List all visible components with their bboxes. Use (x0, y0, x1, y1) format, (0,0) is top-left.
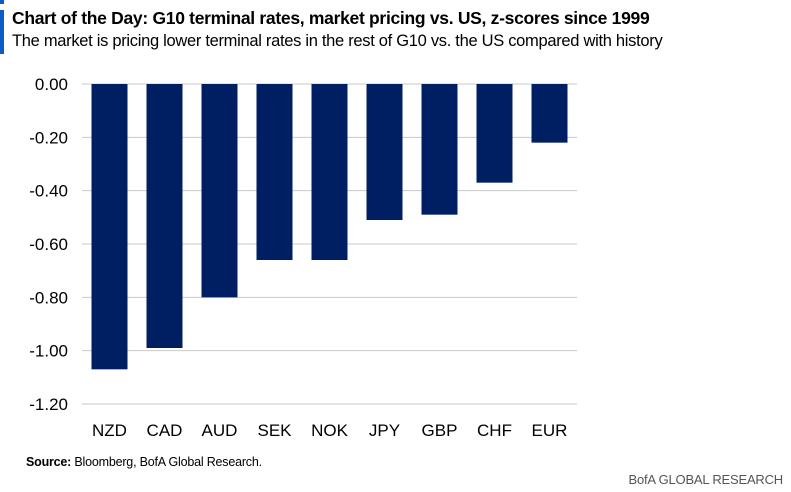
accent-bar-top (0, 0, 4, 4)
x-tick-label: CHF (477, 421, 512, 440)
bar-aud (201, 84, 238, 298)
y-tick-label: -1.20 (29, 395, 68, 414)
bar-nok (311, 84, 348, 260)
y-tick-label: -0.40 (29, 182, 68, 201)
bar-eur (531, 84, 568, 143)
x-tick-label: SEK (257, 421, 292, 440)
x-tick-label: NOK (311, 421, 349, 440)
x-tick-label: GBP (422, 421, 458, 440)
y-tick-label: -0.60 (29, 235, 68, 254)
x-tick-label: CAD (147, 421, 183, 440)
chart-title: Chart of the Day: G10 terminal rates, ma… (12, 8, 650, 28)
source-note: Source: Bloomberg, BofA Global Research. (26, 455, 262, 469)
bar-chf (476, 84, 513, 183)
bar-gbp (421, 84, 458, 215)
bar-cad (146, 84, 183, 348)
bar-nzd (91, 84, 128, 370)
brand-label: BofA GLOBAL RESEARCH (628, 472, 784, 487)
bar-jpy (366, 84, 403, 220)
source-text: Bloomberg, BofA Global Research. (71, 455, 262, 469)
x-axis-tick-labels: NZD CAD AUD SEK NOK JPY GBP CHF EUR (92, 421, 567, 440)
y-tick-label: -0.80 (29, 288, 68, 307)
bars (91, 84, 568, 370)
y-tick-label: -0.20 (29, 128, 68, 147)
x-tick-label: AUD (202, 421, 238, 440)
x-tick-label: EUR (532, 421, 568, 440)
y-tick-label: 0.00 (35, 75, 68, 94)
accent-bar-title (0, 10, 4, 54)
x-tick-label: JPY (369, 421, 400, 440)
chart-subtitle: The market is pricing lower terminal rat… (12, 32, 663, 50)
y-tick-label: -1.00 (29, 342, 68, 361)
bar-sek (256, 84, 293, 260)
y-axis-tick-labels: 0.00 -0.20 -0.40 -0.60 -0.80 -1.00 -1.20 (29, 75, 68, 414)
x-tick-label: NZD (92, 421, 127, 440)
source-label: Source: (26, 455, 72, 469)
